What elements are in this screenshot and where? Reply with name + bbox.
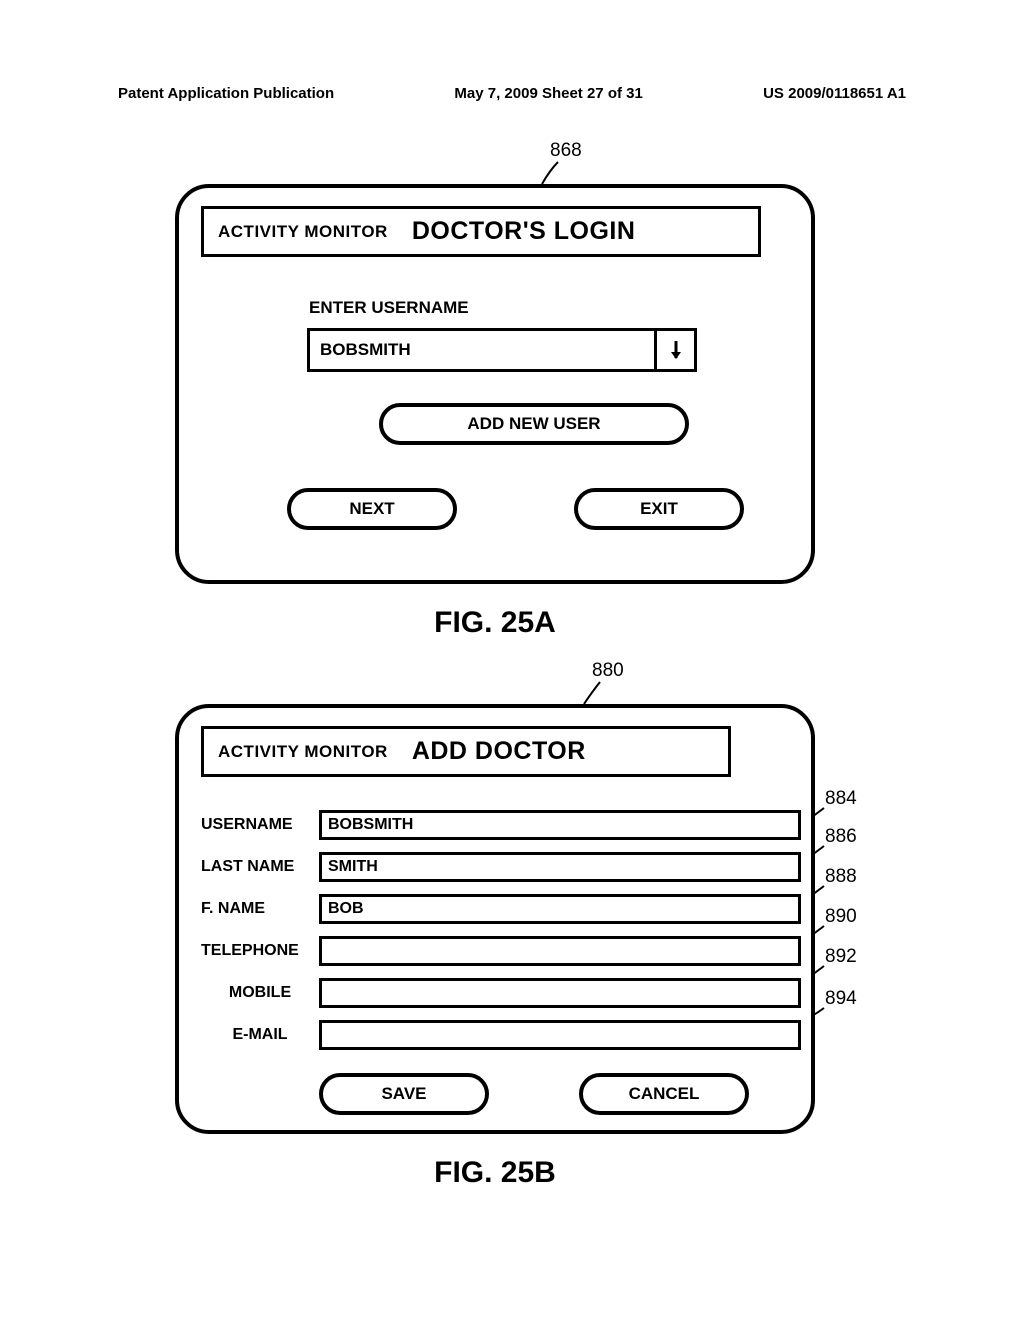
label-telephone: TELEPHONE — [201, 942, 319, 960]
ref-888: 888 — [825, 866, 857, 888]
ref-886: 886 — [825, 826, 857, 848]
header-center: May 7, 2009 Sheet 27 of 31 — [454, 85, 642, 102]
next-button[interactable]: NEXT — [287, 488, 457, 530]
input-email[interactable] — [319, 1020, 801, 1050]
header-right: US 2009/0118651 A1 — [763, 85, 906, 102]
row-email: E-MAIL — [201, 1018, 801, 1052]
value-fname: BOB — [328, 900, 364, 918]
page-header: Patent Application Publication May 7, 20… — [118, 85, 906, 102]
add-doctor-panel: ACTIVITY MONITOR ADD DOCTOR USERNAME BOB… — [175, 704, 815, 1134]
label-username: USERNAME — [201, 816, 319, 834]
input-telephone[interactable] — [319, 936, 801, 966]
ref-890: 890 — [825, 906, 857, 928]
row-mobile: MOBILE — [201, 976, 801, 1010]
app-name: ACTIVITY MONITOR — [218, 742, 388, 762]
add-new-user-button[interactable]: ADD NEW USER — [379, 403, 689, 445]
ref-894: 894 — [825, 988, 857, 1010]
row-fname: F. NAME BOB — [201, 892, 801, 926]
header-left: Patent Application Publication — [118, 85, 334, 102]
exit-button[interactable]: EXIT — [574, 488, 744, 530]
login-panel: ACTIVITY MONITOR DOCTOR'S LOGIN ENTER US… — [175, 184, 815, 584]
ref-868: 868 — [550, 140, 582, 162]
fig-25b-caption: FIG. 25B — [175, 1156, 815, 1190]
input-lastname[interactable]: SMITH — [319, 852, 801, 882]
title-bar: ACTIVITY MONITOR DOCTOR'S LOGIN — [201, 206, 761, 257]
row-username: USERNAME BOBSMITH — [201, 808, 801, 842]
app-name: ACTIVITY MONITOR — [218, 222, 388, 242]
ref-884: 884 — [825, 788, 857, 810]
arrow-down-icon — [669, 340, 683, 360]
input-fname[interactable]: BOB — [319, 894, 801, 924]
input-username[interactable]: BOBSMITH — [319, 810, 801, 840]
input-mobile[interactable] — [319, 978, 801, 1008]
title-bar: ACTIVITY MONITOR ADD DOCTOR — [201, 726, 731, 777]
fig-25b: 880 882 884 886 888 890 892 894 896 898 … — [160, 660, 860, 1190]
fig-25a: 868 870 872 874 876 878 ACTIVITY MONITOR… — [160, 140, 860, 640]
label-lastname: LAST NAME — [201, 858, 319, 876]
form-area: USERNAME BOBSMITH LAST NAME SMITH F. NAM… — [201, 808, 801, 1060]
fig-25a-caption: FIG. 25A — [175, 606, 815, 640]
ref-892: 892 — [825, 946, 857, 968]
label-mobile: MOBILE — [201, 984, 319, 1002]
screen-title: ADD DOCTOR — [412, 737, 586, 766]
enter-username-label: ENTER USERNAME — [309, 298, 469, 318]
row-telephone: TELEPHONE — [201, 934, 801, 968]
save-button[interactable]: SAVE — [319, 1073, 489, 1115]
row-lastname: LAST NAME SMITH — [201, 850, 801, 884]
cancel-button[interactable]: CANCEL — [579, 1073, 749, 1115]
value-username: BOBSMITH — [328, 816, 413, 834]
username-dropdown[interactable]: BOBSMITH — [307, 328, 697, 372]
ref-880: 880 — [592, 660, 624, 682]
screen-title: DOCTOR'S LOGIN — [412, 217, 636, 246]
value-lastname: SMITH — [328, 858, 378, 876]
label-fname: F. NAME — [201, 900, 319, 918]
username-value: BOBSMITH — [310, 340, 654, 360]
dropdown-arrow-button[interactable] — [654, 331, 694, 369]
label-email: E-MAIL — [201, 1026, 319, 1044]
